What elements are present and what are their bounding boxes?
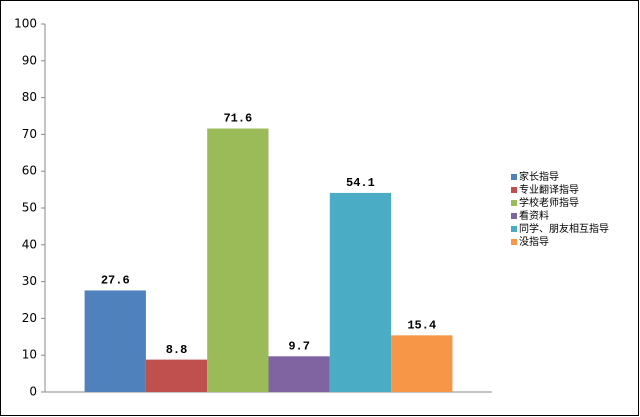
bar [145,359,208,392]
legend-label: 同学、朋友相互指导 [519,222,609,235]
y-tick-label: 30 [22,274,37,288]
legend-swatch [511,239,517,245]
y-tick-label: 100 [14,17,37,31]
value-label: 54.1 [346,176,375,190]
y-tick-label: 0 [29,385,37,399]
y-tick-label: 20 [22,311,37,325]
bar [84,290,146,392]
bar [329,192,392,392]
legend-label: 家长指导 [519,170,559,183]
legend-label: 学校老师指导 [519,196,579,209]
y-tick-label: 40 [22,237,37,251]
y-tick-label: 90 [22,53,37,67]
legend-swatch [511,187,517,193]
value-label: 27.6 [101,274,130,288]
legend-label: 专业翻译指导 [519,183,579,196]
bar [207,128,269,392]
legend-swatch [511,226,517,232]
legend-label: 看资料 [519,209,549,222]
y-tick-label: 10 [22,348,37,362]
y-tick-label: 80 [22,90,37,104]
y-tick-label: 70 [22,127,37,141]
bar [268,356,330,392]
legend-label: 没指导 [519,235,549,248]
legend-swatch [511,213,517,219]
value-label: 9.7 [288,339,310,353]
y-tick-label: 60 [22,164,37,178]
legend-swatch [511,174,517,180]
value-label: 8.8 [166,343,188,357]
value-label: 15.4 [407,318,436,332]
y-tick-label: 50 [22,201,37,215]
legend-swatch [511,200,517,206]
value-label: 71.6 [223,112,252,126]
bar [391,335,453,392]
